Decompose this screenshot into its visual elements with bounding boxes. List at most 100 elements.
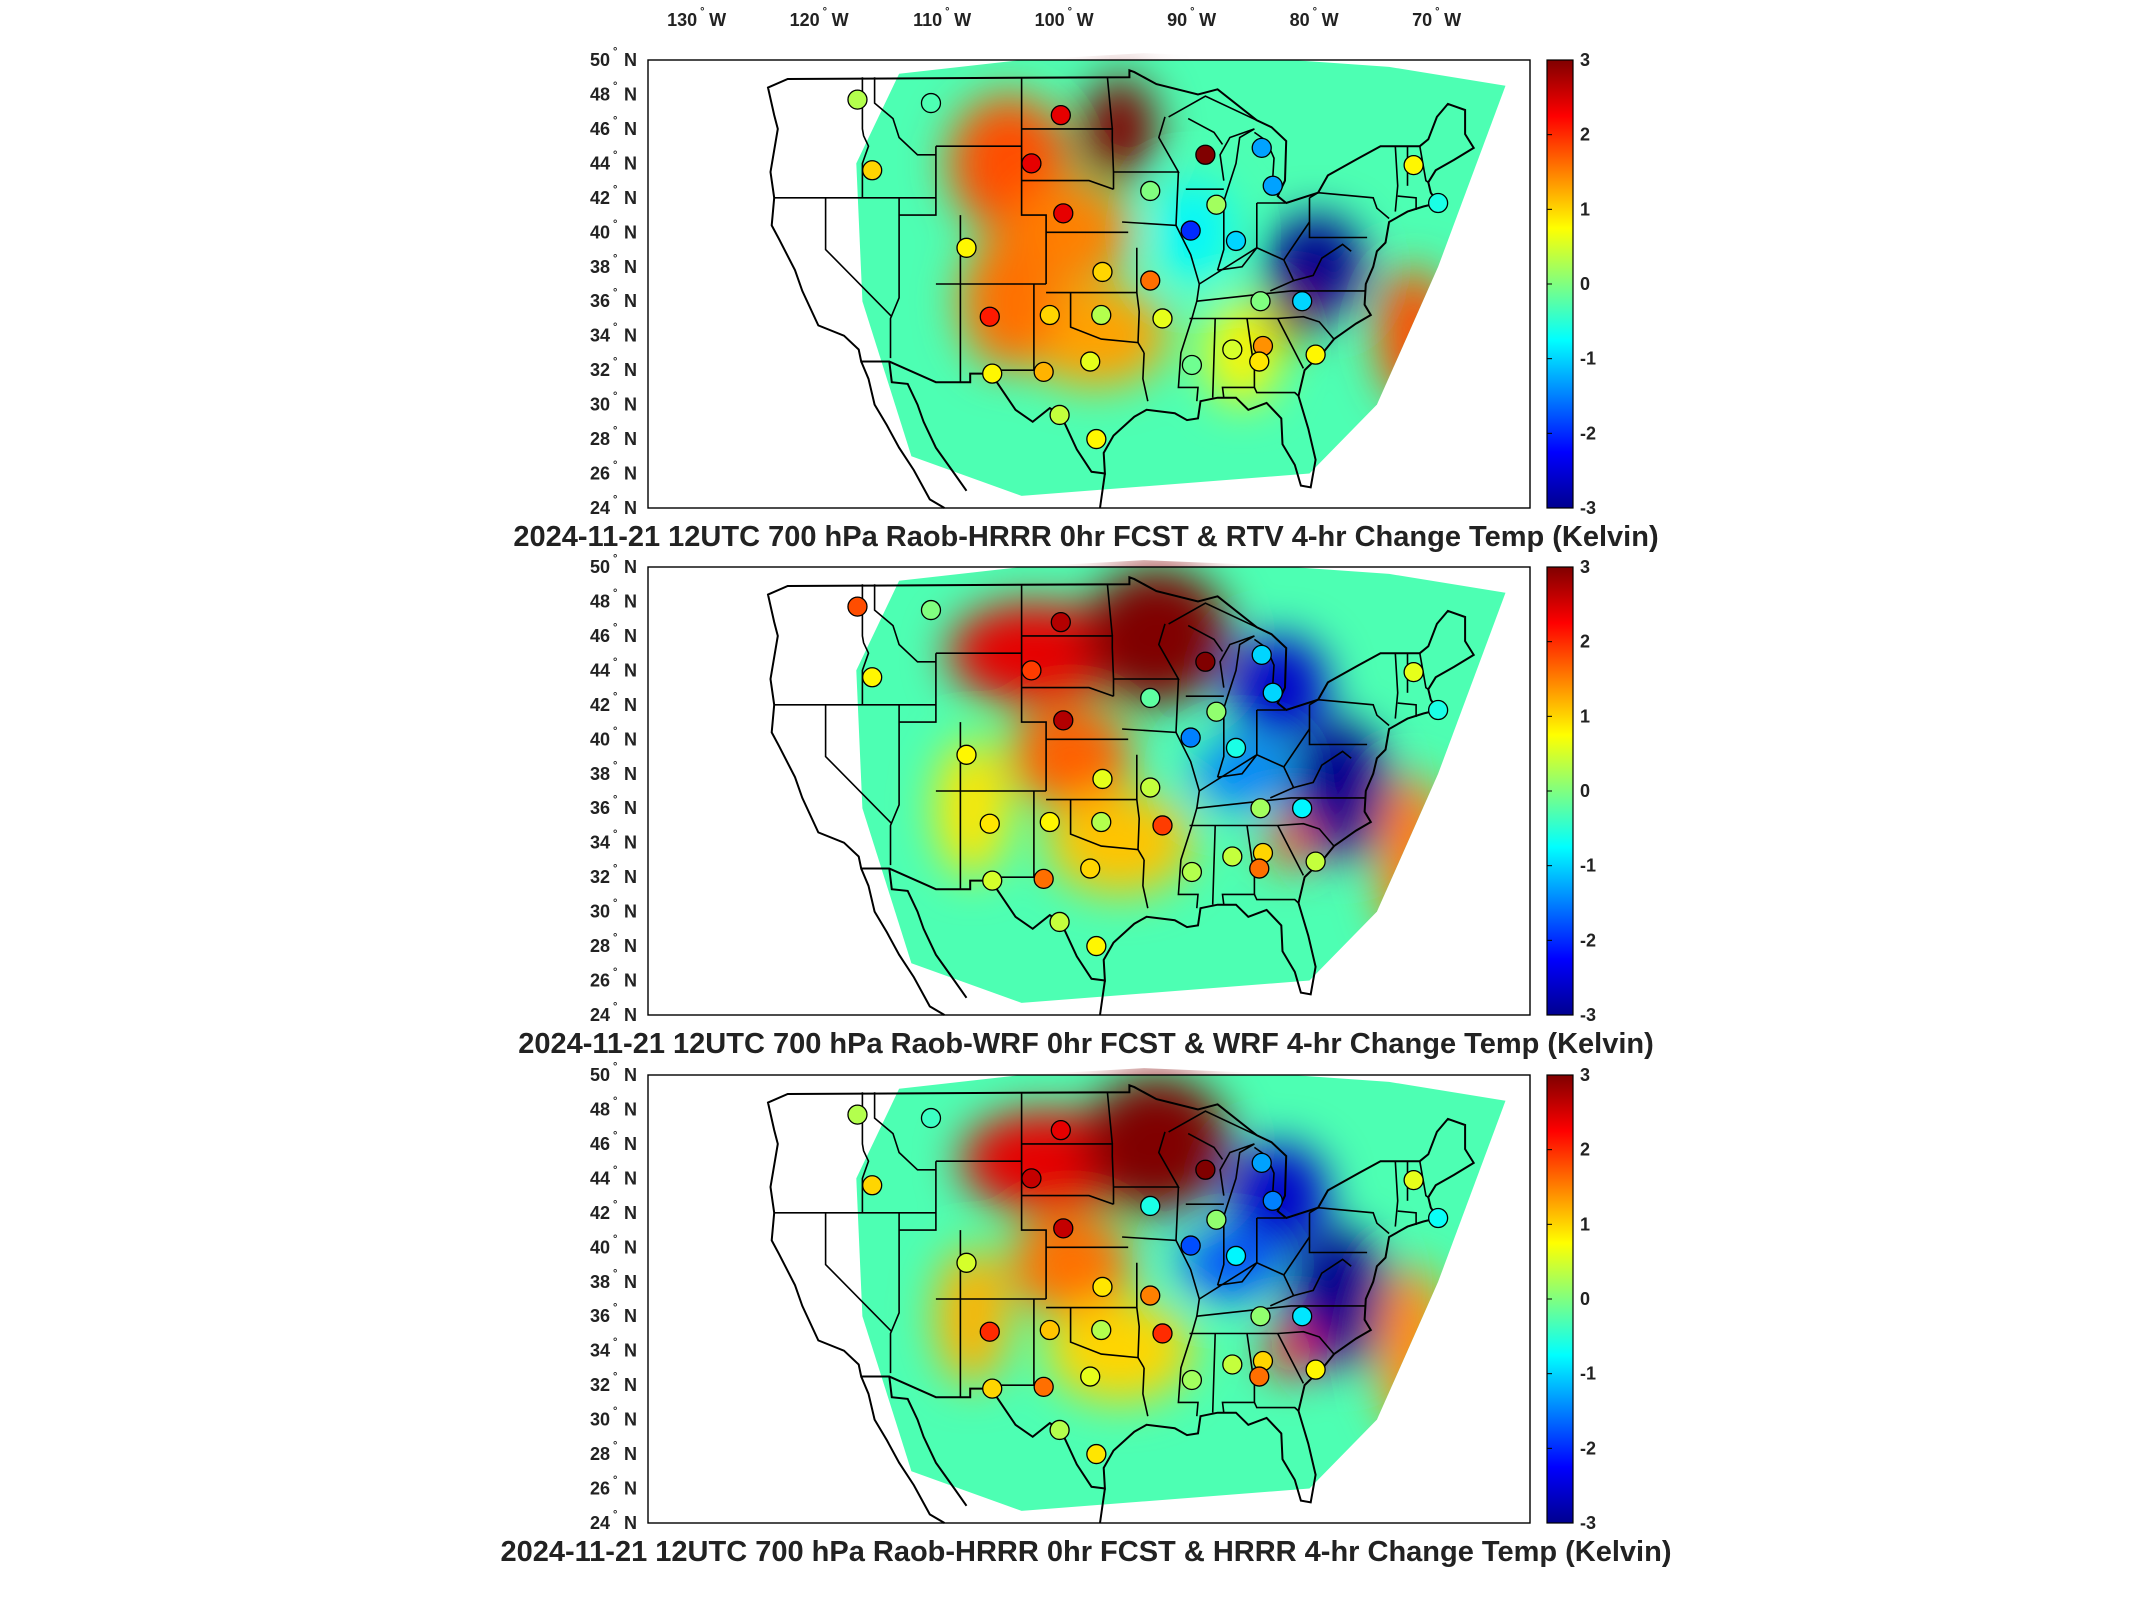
state-border — [1196, 290, 1366, 302]
raob-station-marker — [1053, 710, 1074, 731]
raob-station-marker — [1080, 1366, 1101, 1387]
state-border — [1309, 698, 1390, 727]
state-border — [1113, 116, 1180, 173]
lat-label: 34 ° N — [590, 322, 637, 346]
field-anomaly — [1082, 77, 1157, 181]
latitude-labels: 50 ° N48 ° N46 ° N44 ° N42 ° N40 ° N38 ° N36 ° N34 ° N32 ° N… — [590, 553, 637, 1025]
raob-station-marker — [1086, 428, 1107, 450]
temperature-field — [856, 1075, 1506, 1511]
lat-label-degrees: 32 — [590, 867, 610, 887]
lon-label: 120 ° W — [790, 6, 849, 30]
degree-symbol: ° — [613, 1061, 617, 1073]
raob-station-marker — [1092, 768, 1113, 790]
field-anomaly — [1082, 1075, 1230, 1213]
coastline — [1099, 473, 1106, 509]
lon-label-degrees: 120 — [790, 10, 820, 30]
state-border — [1217, 1218, 1258, 1286]
state-border — [1187, 117, 1224, 145]
state-border — [1276, 1333, 1305, 1384]
degree-symbol: ° — [613, 898, 617, 910]
state-border — [1253, 1402, 1300, 1412]
state-border — [899, 653, 937, 723]
degree-symbol: ° — [613, 967, 617, 979]
map-panel: 50 ° N48 ° N46 ° N44 ° N42 ° N40 ° N38 ° N36 ° N34 ° N32 ° N… — [518, 553, 1654, 1060]
degree-symbol: ° — [613, 553, 617, 565]
state-border — [873, 584, 936, 663]
raob-station-marker — [1140, 777, 1161, 798]
lat-label-hemisphere: N — [624, 1410, 637, 1430]
lon-label: 130 ° W — [667, 6, 726, 30]
state-border — [1106, 584, 1114, 636]
lat-label-hemisphere: N — [624, 498, 637, 518]
lat-label-hemisphere: N — [624, 729, 637, 749]
colorbar-tick-label: 0 — [1580, 274, 1590, 294]
raob-station-marker — [1181, 354, 1203, 376]
lat-label: 28 ° N — [590, 1440, 637, 1464]
coastline — [888, 868, 968, 999]
raob-station-marker — [1021, 660, 1042, 681]
raob-station-marker — [1251, 644, 1272, 666]
raob-station-marker — [1180, 727, 1201, 748]
lat-label-hemisphere: N — [624, 1272, 637, 1292]
lat-label-hemisphere: N — [624, 1065, 637, 1085]
colorbar-tick-label: -1 — [1580, 856, 1596, 876]
state-border — [1308, 1212, 1368, 1254]
lat-label-hemisphere: N — [624, 1203, 637, 1223]
colorbar-tick-label: -1 — [1580, 349, 1596, 369]
raob-station-marker — [1195, 144, 1216, 165]
state-border — [1293, 243, 1352, 282]
colorbar-tick-label: -3 — [1580, 498, 1596, 518]
lat-label: 38 ° N — [590, 760, 637, 784]
state-border — [1168, 1110, 1258, 1137]
raob-station-marker — [1292, 291, 1313, 312]
state-border — [1419, 146, 1429, 183]
lat-label: 26 ° N — [590, 1475, 637, 1499]
state-border — [1136, 754, 1141, 850]
lat-label-hemisphere: N — [624, 936, 637, 956]
state-border — [899, 146, 937, 216]
latitude-labels: 50 ° N48 ° N46 ° N44 ° N42 ° N40 ° N38 ° N36 ° N34 ° N32 ° N… — [590, 1061, 637, 1533]
raob-station-marker — [1086, 935, 1107, 957]
colorbar-tick-label: -3 — [1580, 1513, 1596, 1533]
raob-station-marker — [1250, 798, 1271, 819]
coastline — [1099, 1488, 1106, 1524]
raob-station-marker — [1092, 1276, 1113, 1298]
state-border — [1196, 1305, 1366, 1317]
coastline — [888, 1376, 968, 1507]
lat-label-degrees: 40 — [590, 222, 610, 242]
coastline — [860, 361, 946, 509]
lat-label-hemisphere: N — [624, 1134, 637, 1154]
lat-label-degrees: 44 — [590, 1168, 610, 1188]
state-border — [1142, 352, 1149, 402]
state-border — [1283, 728, 1311, 768]
lon-label-hemisphere: W — [1077, 10, 1094, 30]
raob-station-marker — [956, 1252, 977, 1273]
lat-label-hemisphere: N — [624, 84, 637, 104]
raob-station-marker — [862, 667, 883, 688]
raob-station-marker — [1140, 1195, 1161, 1217]
raob-station-marker — [862, 1175, 883, 1196]
colorbar-tick-label: -2 — [1580, 930, 1596, 950]
lon-label: 90 ° W — [1167, 6, 1216, 30]
lat-label-hemisphere: N — [624, 119, 637, 139]
lat-label-degrees: 32 — [590, 360, 610, 380]
state-border — [1020, 584, 1047, 791]
degree-symbol: ° — [613, 1095, 617, 1107]
lon-label-degrees: 70 — [1412, 10, 1432, 30]
colorbar-tick-label: 2 — [1580, 632, 1590, 652]
raob-station-marker — [982, 870, 1003, 891]
state-border — [1113, 623, 1180, 680]
degree-symbol: ° — [613, 391, 617, 403]
state-border — [873, 77, 936, 156]
map-frame — [647, 566, 1531, 1016]
lat-label: 32 ° N — [590, 1371, 637, 1395]
degree-symbol: ° — [613, 322, 617, 334]
state-border — [1219, 1143, 1255, 1217]
colorbar-tick-label: 0 — [1580, 1289, 1590, 1309]
degree-symbol: ° — [613, 218, 617, 230]
raob-station-marker — [1249, 1366, 1270, 1387]
state-border — [1069, 1307, 1145, 1369]
state-border — [873, 1092, 936, 1171]
state-border — [1142, 1367, 1149, 1417]
lat-label-hemisphere: N — [624, 902, 637, 922]
